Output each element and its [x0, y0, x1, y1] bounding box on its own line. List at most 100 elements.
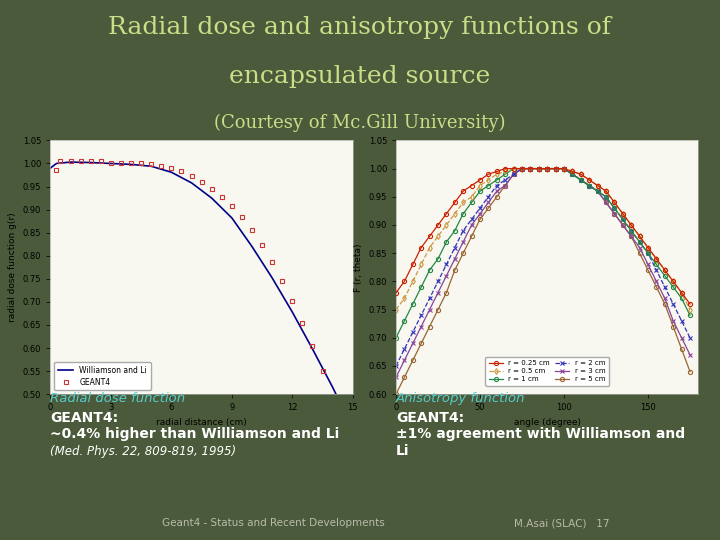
Williamson and Li: [248, 244, 256, 250]
r = 0.5 cm: [559, 165, 568, 172]
Text: GEANT4:: GEANT4:: [50, 411, 119, 426]
r = 3 cm: [678, 335, 686, 341]
Williamson and Li: [328, 384, 337, 390]
GEANT4: [167, 165, 176, 171]
r = 1 cm: [602, 193, 611, 200]
r = 0.5 cm: [526, 165, 535, 172]
GEANT4: [117, 159, 125, 166]
r = 0.25 cm: [526, 165, 535, 172]
Line: GEANT4: GEANT4: [55, 159, 345, 426]
GEANT4: [288, 298, 297, 304]
GEANT4: [107, 159, 115, 166]
r = 1 cm: [552, 165, 560, 172]
GEANT4: [52, 167, 60, 174]
r = 1 cm: [618, 216, 627, 222]
Text: Radial dose function: Radial dose function: [50, 392, 186, 406]
Williamson and Li: [66, 159, 75, 165]
GEANT4: [147, 161, 156, 167]
Line: Williamson and Li: Williamson and Li: [50, 162, 353, 429]
r = 1 cm: [577, 177, 585, 183]
Text: Radial dose and anisotropy functions of: Radial dose and anisotropy functions of: [109, 16, 611, 39]
r = 3 cm: [467, 222, 476, 228]
r = 0.25 cm: [476, 177, 485, 183]
r = 1 cm: [678, 295, 686, 301]
Y-axis label: radial dose function g(r): radial dose function g(r): [9, 212, 17, 322]
r = 0.25 cm: [660, 267, 669, 273]
r = 5 cm: [476, 216, 485, 222]
r = 0.5 cm: [451, 211, 459, 217]
GEANT4: [177, 168, 186, 174]
r = 0.5 cm: [568, 168, 577, 174]
r = 0.25 cm: [501, 165, 510, 172]
r = 2 cm: [501, 177, 510, 183]
r = 0.5 cm: [408, 278, 417, 285]
GEANT4: [76, 158, 85, 164]
r = 3 cm: [644, 261, 652, 268]
r = 0.25 cm: [534, 165, 543, 172]
r = 0.5 cm: [685, 306, 694, 313]
r = 0.25 cm: [433, 222, 442, 228]
r = 5 cm: [534, 165, 543, 172]
r = 1 cm: [660, 273, 669, 279]
r = 1 cm: [669, 284, 678, 291]
r = 0.5 cm: [459, 199, 467, 206]
r = 5 cm: [392, 391, 400, 397]
r = 3 cm: [518, 165, 526, 172]
Line: r = 1 cm: r = 1 cm: [394, 166, 692, 340]
r = 2 cm: [476, 205, 485, 211]
r = 0.25 cm: [392, 289, 400, 296]
Williamson and Li: [228, 215, 236, 221]
r = 0.5 cm: [484, 177, 492, 183]
r = 0.25 cm: [685, 301, 694, 307]
Text: ±1% agreement with Williamson and: ±1% agreement with Williamson and: [396, 428, 685, 442]
r = 0.5 cm: [552, 165, 560, 172]
r = 0.25 cm: [552, 165, 560, 172]
Williamson and Li: [52, 160, 60, 167]
Text: Geant4 - Status and Recent Developments: Geant4 - Status and Recent Developments: [162, 518, 385, 529]
r = 0.25 cm: [635, 233, 644, 240]
r = 5 cm: [459, 250, 467, 256]
r = 0.5 cm: [518, 165, 526, 172]
r = 5 cm: [426, 323, 434, 330]
r = 0.5 cm: [392, 306, 400, 313]
GEANT4: [137, 160, 145, 167]
r = 1 cm: [476, 188, 485, 194]
r = 3 cm: [627, 233, 636, 240]
Line: r = 0.25 cm: r = 0.25 cm: [394, 166, 692, 306]
r = 1 cm: [484, 183, 492, 189]
r = 0.5 cm: [678, 289, 686, 296]
r = 5 cm: [559, 165, 568, 172]
r = 0.25 cm: [408, 261, 417, 268]
GEANT4: [96, 158, 105, 164]
r = 2 cm: [652, 267, 661, 273]
r = 0.25 cm: [627, 222, 636, 228]
r = 0.5 cm: [501, 168, 510, 174]
r = 0.5 cm: [492, 171, 501, 178]
r = 3 cm: [585, 183, 593, 189]
r = 1 cm: [543, 165, 552, 172]
X-axis label: angle (degree): angle (degree): [513, 418, 581, 427]
r = 0.25 cm: [568, 168, 577, 174]
r = 2 cm: [635, 239, 644, 245]
r = 0.25 cm: [577, 171, 585, 178]
GEANT4: [258, 242, 266, 248]
r = 1 cm: [459, 211, 467, 217]
Text: (Med. Phys. 22, 809-819, 1995): (Med. Phys. 22, 809-819, 1995): [50, 444, 237, 458]
r = 0.5 cm: [543, 165, 552, 172]
r = 1 cm: [442, 239, 451, 245]
r = 2 cm: [526, 165, 535, 172]
r = 3 cm: [492, 188, 501, 194]
GEANT4: [308, 343, 317, 349]
r = 0.5 cm: [509, 165, 518, 172]
GEANT4: [248, 227, 256, 233]
Williamson and Li: [86, 159, 95, 166]
r = 3 cm: [593, 188, 602, 194]
r = 0.25 cm: [492, 168, 501, 174]
r = 0.5 cm: [660, 267, 669, 273]
Text: Anisotropy function: Anisotropy function: [396, 392, 526, 406]
r = 0.5 cm: [618, 211, 627, 217]
GEANT4: [207, 186, 216, 192]
r = 2 cm: [451, 244, 459, 251]
Text: encapsulated source: encapsulated source: [230, 65, 490, 88]
r = 2 cm: [610, 205, 618, 211]
